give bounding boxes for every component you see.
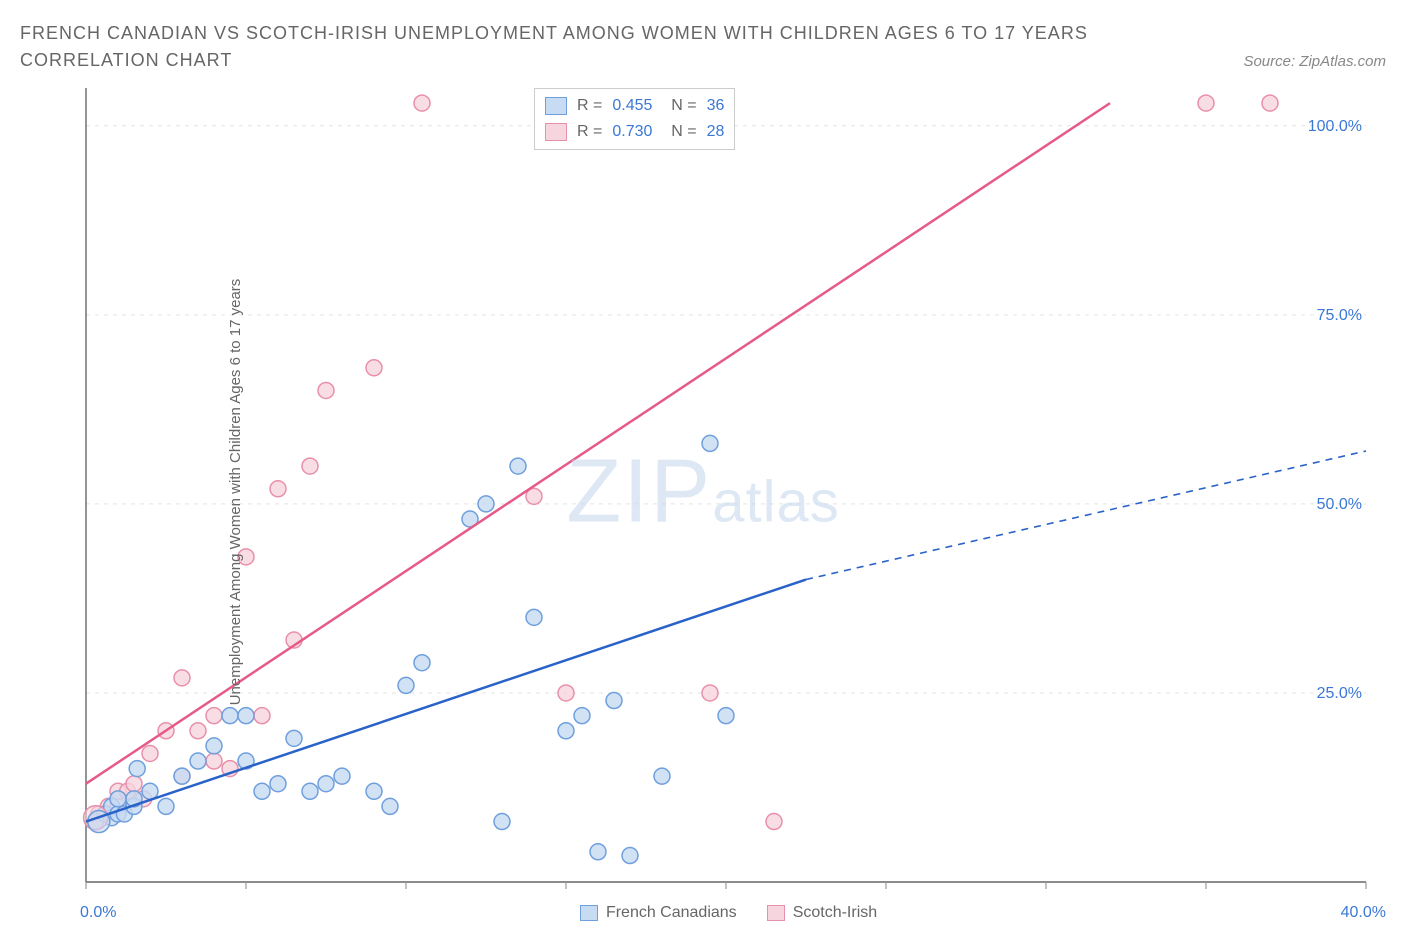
legend-n-label: N =	[662, 97, 696, 115]
legend-label: Scotch-Irish	[793, 904, 877, 922]
legend-n-value: 28	[707, 123, 725, 141]
legend-swatch	[580, 905, 598, 921]
chart-title: FRENCH CANADIAN VS SCOTCH-IRISH UNEMPLOY…	[20, 20, 1120, 74]
legend-swatch	[767, 905, 785, 921]
svg-text:75.0%: 75.0%	[1317, 307, 1362, 324]
legend-r-value: 0.730	[612, 123, 652, 141]
svg-text:25.0%: 25.0%	[1317, 685, 1362, 702]
legend-n-label: N =	[662, 123, 696, 141]
x-axis-min-label: 0.0%	[80, 904, 116, 922]
legend-swatch	[545, 123, 567, 141]
x-axis-row: 0.0% French Canadians Scotch-Irish 40.0%	[20, 902, 1386, 922]
chart-container: FRENCH CANADIAN VS SCOTCH-IRISH UNEMPLOY…	[20, 20, 1386, 922]
legend-r-value: 0.455	[612, 97, 652, 115]
legend-n-value: 36	[707, 97, 725, 115]
chart-plot-wrap: Unemployment Among Women with Children A…	[20, 82, 1386, 902]
chart-header: FRENCH CANADIAN VS SCOTCH-IRISH UNEMPLOY…	[20, 20, 1386, 74]
series-legend: French Canadians Scotch-Irish	[580, 904, 877, 922]
x-axis-max-label: 40.0%	[1341, 904, 1386, 922]
correlation-legend: R = 0.455 N = 36R = 0.730 N = 28	[534, 88, 735, 150]
legend-item: Scotch-Irish	[767, 904, 877, 922]
legend-r-label: R =	[577, 97, 602, 115]
scatter-plot: 25.0% 50.0% 75.0% 100.0%	[76, 82, 1376, 902]
legend-row-scotch: R = 0.730 N = 28	[545, 119, 724, 145]
chart-source: Source: ZipAtlas.com	[1243, 53, 1386, 74]
legend-row-french: R = 0.455 N = 36	[545, 93, 724, 119]
y-axis-label: Unemployment Among Women with Children A…	[227, 279, 244, 706]
legend-item: French Canadians	[580, 904, 737, 922]
svg-text:50.0%: 50.0%	[1317, 496, 1362, 513]
legend-swatch	[545, 97, 567, 115]
svg-text:100.0%: 100.0%	[1308, 118, 1362, 135]
legend-label: French Canadians	[606, 904, 737, 922]
legend-r-label: R =	[577, 123, 602, 141]
